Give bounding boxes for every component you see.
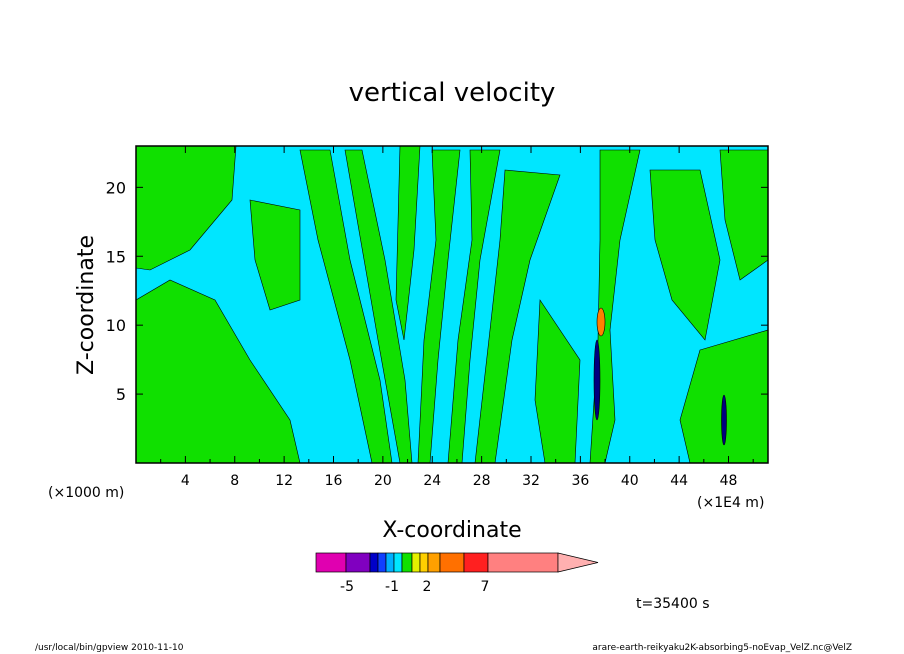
colorbar-labels: -5 -1 2 7: [340, 579, 489, 595]
positive-region: [447, 149, 501, 463]
positive-region: [344, 149, 413, 463]
positive-region: [136, 146, 237, 271]
colorbar-segment: [345, 552, 371, 573]
colorbar: [315, 552, 599, 573]
colorbar-segment: [385, 552, 395, 573]
colorbar-segment: [439, 552, 465, 573]
colorbar-segment: [427, 552, 441, 573]
positive-region: [474, 169, 561, 463]
contour-fields: [136, 146, 768, 463]
colorbar-label: -1: [385, 579, 399, 595]
colorbar-segment: [487, 552, 559, 573]
positive-region: [417, 149, 461, 463]
positive-region: [299, 149, 393, 463]
positive-region: [534, 299, 581, 463]
x-unit-left: (×1000 m): [48, 485, 124, 501]
colorbar-segment: [411, 552, 421, 573]
x-tick-label: 8: [230, 473, 239, 489]
x-tick-label: 20: [374, 473, 392, 489]
colorbar-label: -5: [340, 579, 354, 595]
colorbar-arrow: [557, 552, 599, 573]
colorbar-segment: [377, 552, 387, 573]
x-tick-label: 24: [423, 473, 441, 489]
plot-frame: [135, 145, 769, 464]
y-axis-label: Z-coordinate: [74, 235, 99, 375]
x-axis-label: X-coordinate: [382, 518, 521, 543]
x-unit-right: (×1E4 m): [697, 495, 764, 511]
footer-right: arare-earth-reikyaku2K-absorbing5-noEvap…: [592, 643, 852, 653]
x-tick-label: 12: [275, 473, 293, 489]
colorbar-segment: [419, 552, 429, 573]
colorbar-segment: [463, 552, 489, 573]
colorbar-label: 7: [481, 579, 490, 595]
x-tick-label: 28: [473, 473, 491, 489]
x-tick-label: 4: [181, 473, 190, 489]
x-axis: 4 8 12 16 20 24 28 32 36 40 44 48: [160, 146, 754, 489]
plot-area: [135, 145, 769, 464]
colorbar-segment: [369, 552, 379, 573]
x-tick-label: 48: [720, 473, 738, 489]
time-label: t=35400 s: [636, 596, 710, 612]
colorbar-segment: [401, 552, 413, 573]
x-tick-label: 32: [522, 473, 540, 489]
y-tick-label: 5: [116, 385, 126, 404]
downdraft-core: [721, 394, 727, 446]
y-axis: 5 10 15 20: [106, 178, 768, 404]
chart-title: vertical velocity: [349, 78, 556, 108]
colorbar-label: 2: [423, 579, 432, 595]
downdraft-core: [593, 339, 601, 421]
colorbar-segment: [393, 552, 403, 573]
positive-region: [136, 279, 301, 463]
x-tick-label: 16: [325, 473, 343, 489]
positive-region: [649, 169, 721, 341]
x-tick-label: 40: [621, 473, 639, 489]
y-tick-label: 15: [106, 247, 126, 266]
y-tick-label: 10: [106, 316, 126, 335]
positive-region: [719, 149, 768, 281]
positive-region: [249, 199, 301, 311]
x-tick-label: 44: [670, 473, 688, 489]
colorbar-segment: [315, 552, 347, 573]
x-tick-label: 36: [571, 473, 589, 489]
y-tick-label: 20: [106, 178, 126, 197]
updraft-core: [596, 307, 606, 337]
positive-region: [395, 146, 421, 341]
positive-region: [589, 149, 641, 463]
footer-left: /usr/local/bin/gpview 2010-11-10: [35, 643, 184, 653]
